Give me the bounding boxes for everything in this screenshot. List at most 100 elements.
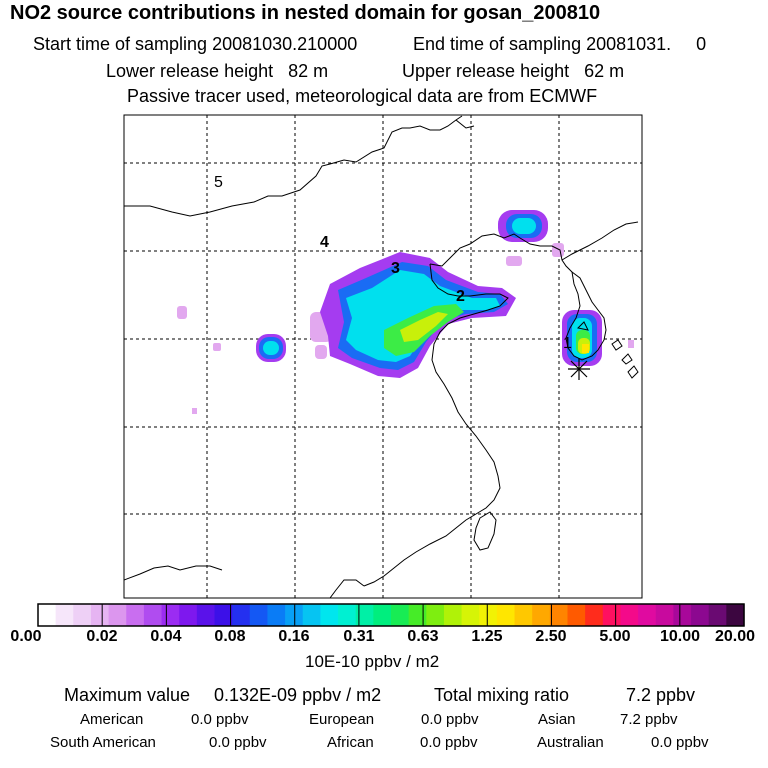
colorbar-swatch xyxy=(549,604,569,626)
coast-hainan xyxy=(329,579,365,598)
colorbar-frame xyxy=(37,603,745,627)
colorbar-swatch xyxy=(443,604,463,626)
sampling-start: Start time of sampling 20081030.210000 xyxy=(33,34,358,54)
colorbar-swatch xyxy=(496,604,516,626)
colorbar-dividers xyxy=(101,604,681,626)
region-label-4: 4 xyxy=(320,234,329,251)
colorbar-swatch xyxy=(249,604,269,626)
region-labels: 1 2 3 4 5 xyxy=(214,174,572,352)
colorbar-swatch xyxy=(302,604,321,626)
plume-cell xyxy=(177,306,187,319)
colorbar-swatch xyxy=(373,604,392,626)
colorbar-swatch xyxy=(320,604,339,626)
region-name: Australian xyxy=(537,734,604,751)
region-value: 0.0 ppbv xyxy=(420,734,478,751)
colorbar-swatch xyxy=(691,604,710,626)
region-label-3: 3 xyxy=(391,260,400,277)
colorbar-swatch xyxy=(655,604,674,626)
sampling-end: End time of sampling 20081031. 0 xyxy=(413,34,707,54)
colorbar-swatch xyxy=(408,604,427,626)
colorbar-swatch xyxy=(461,604,480,626)
colorbar-swatch xyxy=(196,604,216,626)
region-name: European xyxy=(309,711,375,728)
plume-region xyxy=(400,312,448,342)
region-name: African xyxy=(327,734,374,751)
coast-bohai xyxy=(429,233,573,273)
border-line xyxy=(124,565,223,581)
colorbar-swatch xyxy=(532,604,551,626)
map-frame xyxy=(123,114,643,599)
colorbar-swatch xyxy=(90,604,110,626)
lower-release-height: Lower release height 82 m xyxy=(106,61,329,81)
region-label-1: 1 xyxy=(563,335,572,352)
max-value: 0.132E-09 ppbv / m2 xyxy=(214,685,382,705)
total-mixing-value: 7.2 ppbv xyxy=(626,685,696,705)
plume-cell xyxy=(506,256,522,266)
colorbar-tick-label: 1.25 xyxy=(471,628,503,645)
coast-korea xyxy=(565,270,607,361)
coastlines xyxy=(124,115,639,598)
total-mixing-label: Total mixing ratio xyxy=(434,685,570,705)
concentration-field xyxy=(177,210,634,414)
coast-island xyxy=(621,353,633,365)
plot-title: NO2 source contributions in nested domai… xyxy=(10,2,601,24)
colorbar-swatch xyxy=(708,604,727,626)
border-line xyxy=(561,221,639,261)
plume-region xyxy=(263,341,279,355)
colorbar-swatch xyxy=(585,604,604,626)
colorbar-swatch xyxy=(55,604,74,626)
colorbar-tick-label: 0.16 xyxy=(278,628,310,645)
colorbar-swatch xyxy=(161,604,180,626)
colorbar-swatch xyxy=(214,604,233,626)
border-line xyxy=(455,119,475,129)
colorbar-swatch xyxy=(620,604,639,626)
region-name: American xyxy=(80,711,144,728)
colorbar-swatch xyxy=(514,604,533,626)
colorbar-tick-label: 10.00 xyxy=(659,628,701,645)
colorbar-tick-label: 0.00 xyxy=(10,628,42,645)
coast-island xyxy=(576,321,589,331)
plume-region xyxy=(512,218,536,234)
colorbar-swatch xyxy=(726,604,745,626)
plume-cell xyxy=(552,243,564,257)
colorbar xyxy=(38,604,745,626)
colorbar-swatch xyxy=(355,604,374,626)
max-value-label: Maximum value xyxy=(64,685,191,705)
region-label-5: 5 xyxy=(214,174,223,191)
coast-china-east xyxy=(363,263,509,587)
region-name: South American xyxy=(50,734,156,751)
coast-taiwan xyxy=(473,511,497,551)
region-value: 0.0 ppbv xyxy=(421,711,479,728)
coast-island xyxy=(611,339,623,351)
colorbar-swatch xyxy=(602,604,622,626)
colorbar-swatch xyxy=(108,604,127,626)
plume-max-cell xyxy=(582,344,589,353)
colorbar-tick-label: 0.04 xyxy=(150,628,182,645)
colorbar-swatch xyxy=(479,604,498,626)
colorbar-swatch xyxy=(567,604,586,626)
map-panel: 1 2 3 4 5 xyxy=(124,115,642,598)
colorbar-swatch xyxy=(38,604,57,626)
colorbar-swatch xyxy=(638,604,657,626)
colorbar-tick-label: 0.31 xyxy=(343,628,375,645)
colorbar-swatch xyxy=(267,604,286,626)
receptor-marker-icon xyxy=(568,358,590,380)
region-name: Asian xyxy=(538,711,576,728)
colorbar-swatch xyxy=(285,604,304,626)
plume-fringe xyxy=(177,243,634,414)
region-label-2: 2 xyxy=(456,288,465,305)
border-line xyxy=(124,115,463,217)
plume-cell xyxy=(315,345,327,359)
upper-release-height: Upper release height 62 m xyxy=(402,61,625,81)
colorbar-tick-label: 0.08 xyxy=(214,628,246,645)
tracer-note: Passive tracer used, meteorological data… xyxy=(127,86,598,106)
region-value: 7.2 ppbv xyxy=(620,711,678,728)
colorbar-tick-label: 2.50 xyxy=(535,628,567,645)
plume-cell xyxy=(628,340,634,348)
colorbar-swatch xyxy=(673,604,692,626)
region-value: 0.0 ppbv xyxy=(651,734,709,751)
colorbar-tick-label: 0.63 xyxy=(407,628,439,645)
region-value: 0.0 ppbv xyxy=(191,711,249,728)
colorbar-swatch xyxy=(179,604,198,626)
